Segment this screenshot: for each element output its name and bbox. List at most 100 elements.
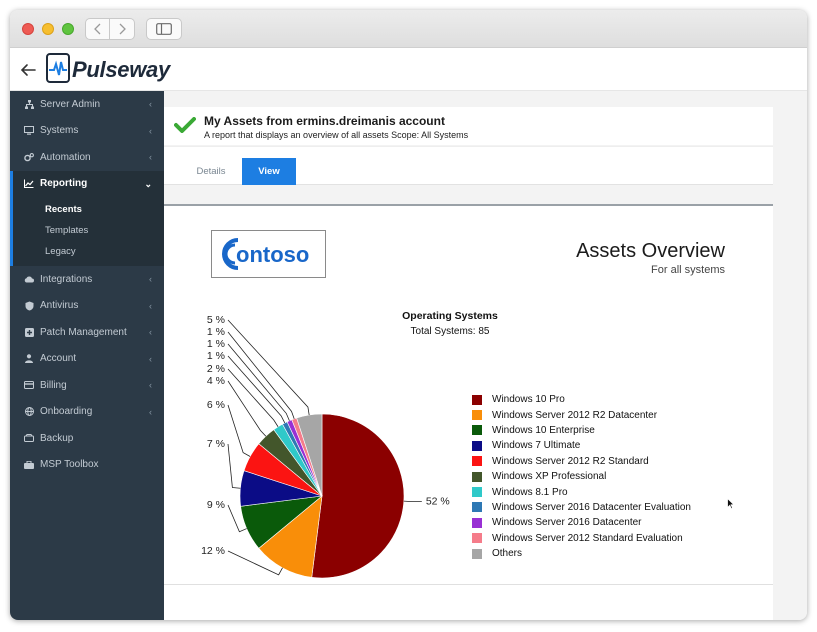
browser-back-button[interactable] xyxy=(85,18,110,40)
pie-slice xyxy=(258,495,323,578)
pie-slice-label: 4 % xyxy=(207,375,225,387)
legend-label: Windows 7 Ultimate xyxy=(492,440,581,452)
legend-label: Others xyxy=(492,548,523,560)
sidebar-item-automation[interactable]: Automation ‹ xyxy=(10,144,164,171)
mouse-cursor-icon xyxy=(727,498,735,510)
legend-item: Windows 10 Pro xyxy=(472,392,691,407)
sidebar-item-label: Backup xyxy=(40,432,74,444)
legend-swatch xyxy=(472,517,482,528)
pie-label-leader xyxy=(227,443,241,489)
pie-label-leader xyxy=(227,355,286,424)
legend-label: Windows 10 Enterprise xyxy=(492,424,595,436)
legend-swatch xyxy=(472,548,482,559)
minimize-window-button[interactable] xyxy=(42,23,54,35)
sidebar-item-label: Billing xyxy=(40,379,67,391)
sidebar-item-onboarding[interactable]: Onboarding ‹ xyxy=(10,399,164,426)
pie-slice-label: 1 % xyxy=(207,326,225,338)
chevron-left-icon: ‹ xyxy=(149,274,152,284)
sidebar-item-integrations[interactable]: Integrations ‹ xyxy=(10,266,164,293)
legend-item: Windows XP Professional xyxy=(472,469,691,484)
sidebar-item-account[interactable]: Account ‹ xyxy=(10,346,164,373)
tab-details[interactable]: Details xyxy=(196,166,226,177)
sidebar-item-billing[interactable]: Billing ‹ xyxy=(10,372,164,399)
browser-forward-button[interactable] xyxy=(110,18,135,40)
sidebar-subitem-templates[interactable]: Templates xyxy=(45,225,89,236)
contoso-logo-icon: ontoso xyxy=(222,238,309,270)
sidebar-item-reporting[interactable]: Reporting ⌄ xyxy=(10,170,164,197)
report-subheading: For all systems xyxy=(651,264,725,276)
report-view: ontoso Assets Overview For all systems O… xyxy=(164,204,773,620)
legend-label: Windows Server 2016 Datacenter xyxy=(492,517,642,529)
back-arrow-icon[interactable] xyxy=(19,61,37,79)
sidebar-item-patch-management[interactable]: Patch Management ‹ xyxy=(10,319,164,346)
pie-label-leader xyxy=(227,319,310,416)
globe-icon xyxy=(24,407,34,417)
report-header: My Assets from ermins.dreimanis account … xyxy=(164,107,773,145)
sidebar-item-systems[interactable]: Systems ‹ xyxy=(10,118,164,145)
contoso-logo-text: ontoso xyxy=(236,242,309,267)
sidebar-item-label: Server Admin xyxy=(40,98,101,110)
chart-subtitle: Total Systems: 85 xyxy=(410,326,490,337)
legend-swatch xyxy=(472,487,482,498)
chevron-left-icon: ‹ xyxy=(149,125,152,136)
pie-label-leader xyxy=(227,331,295,419)
legend-label: Windows XP Professional xyxy=(492,471,607,483)
checkmark-icon xyxy=(174,117,196,133)
legend-swatch xyxy=(472,471,482,482)
chevron-left-icon: ‹ xyxy=(149,406,152,417)
pie-label-leader xyxy=(227,380,267,437)
legend-item: Others xyxy=(472,546,691,561)
legend-label: Windows Server 2012 R2 Standard xyxy=(492,455,649,467)
sidebar-toggle-button[interactable] xyxy=(146,18,182,40)
close-window-button[interactable] xyxy=(22,23,34,35)
sidebar-item-server-admin[interactable]: Server Admin ‹ xyxy=(10,91,164,118)
pie-slice-label: 7 % xyxy=(207,438,225,450)
legend-label: Windows Server 2012 R2 Datacenter xyxy=(492,409,658,421)
legend-swatch xyxy=(472,502,482,513)
chevron-left-icon: ‹ xyxy=(149,300,152,311)
legend-label: Windows 10 Pro xyxy=(492,394,565,406)
tab-view[interactable]: View xyxy=(242,158,296,185)
chevron-left-icon: ‹ xyxy=(149,99,152,109)
legend-item: Windows Server 2016 Datacenter Evaluatio… xyxy=(472,500,691,515)
reporting-submenu: Recents Templates Legacy xyxy=(10,197,164,266)
pulseway-logo-icon xyxy=(46,53,70,83)
sidebar-icon xyxy=(156,23,172,35)
chart-title: Operating Systems xyxy=(402,310,498,322)
chevron-left-icon: ‹ xyxy=(149,327,152,337)
legend-label: Windows 8.1 Pro xyxy=(492,486,568,498)
pie-slice-label: 9 % xyxy=(207,499,225,511)
sidebar-item-label: MSP Toolbox xyxy=(40,459,99,471)
sidebar-item-label: Onboarding xyxy=(40,406,93,418)
sidebar-item-msp-toolbox[interactable]: MSP Toolbox xyxy=(10,452,164,479)
legend-swatch xyxy=(472,456,482,467)
app-logo-text: Pulseway xyxy=(72,57,170,82)
pie-slice-label: 5 % xyxy=(207,314,225,326)
cloud-icon xyxy=(24,274,34,284)
app-header: Pulseway xyxy=(10,48,807,91)
sidebar-item-label: Patch Management xyxy=(40,326,127,338)
sidebar-subitem-legacy[interactable]: Legacy xyxy=(45,246,76,257)
sidebar-subitem-recents[interactable]: Recents xyxy=(45,204,82,215)
toolbox-icon xyxy=(24,460,34,470)
chevron-left-icon: ‹ xyxy=(149,380,152,390)
sitemap-icon xyxy=(24,99,34,109)
sidebar-item-label: Systems xyxy=(40,125,79,137)
legend-swatch xyxy=(472,425,482,436)
sidebar-item-label: Automation xyxy=(40,151,91,163)
legend-item: Windows Server 2012 R2 Standard xyxy=(472,454,691,469)
main-content: My Assets from ermins.dreimanis account … xyxy=(164,91,807,620)
report-description: A report that displays an overview of al… xyxy=(204,130,469,140)
legend-label: Windows Server 2012 Standard Evaluation xyxy=(492,532,683,544)
fullscreen-window-button[interactable] xyxy=(62,23,74,35)
shield-icon xyxy=(24,301,34,311)
sidebar-item-antivirus[interactable]: Antivirus ‹ xyxy=(10,293,164,320)
legend-swatch xyxy=(472,440,482,451)
sidebar-item-backup[interactable]: Backup xyxy=(10,425,164,452)
user-icon xyxy=(24,354,34,364)
chart-legend: Windows 10 Pro Windows Server 2012 R2 Dat… xyxy=(472,392,691,561)
title-bar xyxy=(10,10,807,48)
pie-slice-label: 1 % xyxy=(207,350,225,362)
pie-slice-label: 2 % xyxy=(207,363,225,375)
chevron-right-icon xyxy=(119,23,126,35)
